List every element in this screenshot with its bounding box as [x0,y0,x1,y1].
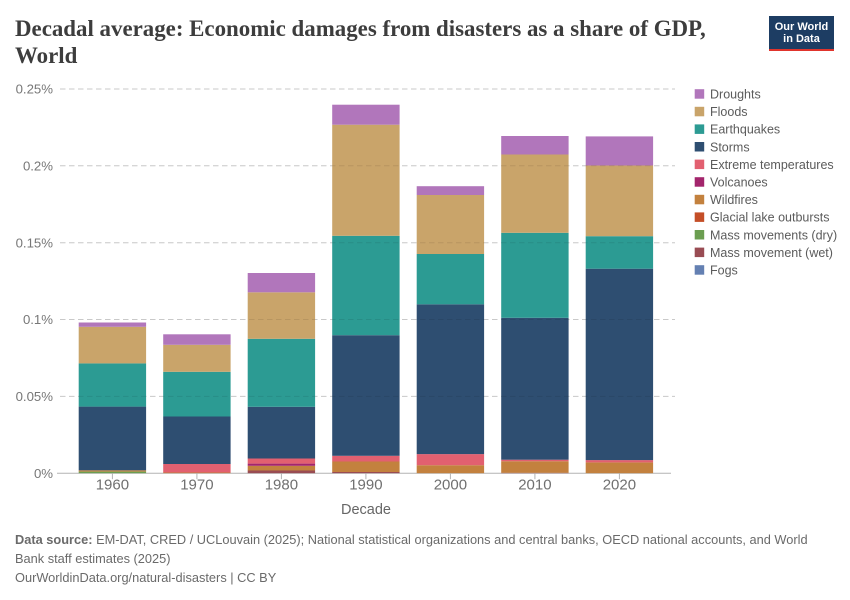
svg-text:0.1%: 0.1% [23,312,53,327]
svg-text:Mass movement (wet): Mass movement (wet) [710,246,833,260]
svg-text:Glacial lake outbursts: Glacial lake outbursts [710,211,830,225]
svg-text:0%: 0% [34,466,53,481]
svg-text:2020: 2020 [603,477,636,494]
svg-text:1990: 1990 [349,477,382,494]
svg-text:1960: 1960 [96,477,129,494]
svg-text:1980: 1980 [265,477,298,494]
svg-text:2010: 2010 [518,477,551,494]
svg-text:Storms: Storms [710,140,750,154]
svg-text:0.15%: 0.15% [16,235,54,250]
svg-text:Extreme temperatures: Extreme temperatures [710,158,834,172]
svg-text:0.2%: 0.2% [23,159,53,174]
svg-text:Floods: Floods [710,105,748,119]
svg-text:0.25%: 0.25% [16,82,54,97]
svg-text:Earthquakes: Earthquakes [710,123,780,137]
svg-text:Fogs: Fogs [710,264,738,278]
svg-text:Droughts: Droughts [710,88,761,102]
svg-text:Volcanoes: Volcanoes [710,176,768,190]
svg-text:1970: 1970 [180,477,213,494]
svg-text:2000: 2000 [434,477,467,494]
svg-text:0.05%: 0.05% [16,389,54,404]
svg-text:Mass movements (dry): Mass movements (dry) [710,228,837,242]
svg-text:Decade: Decade [341,502,391,518]
svg-text:Wildfires: Wildfires [710,193,758,207]
